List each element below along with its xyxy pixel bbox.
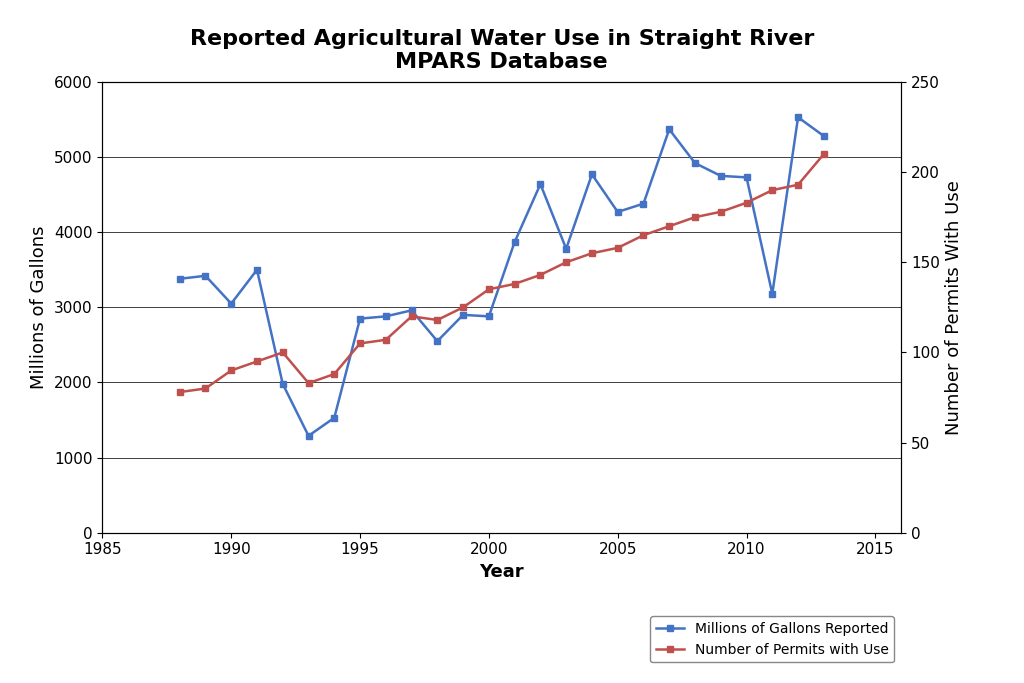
Number of Permits with Use [173, 388, 185, 396]
Millions of Gallons Reported [689, 159, 701, 167]
Millions of Gallons Reported [251, 266, 263, 274]
Millions of Gallons Reported [792, 113, 804, 122]
Number of Permits with Use [715, 208, 727, 216]
Millions of Gallons Reported [406, 306, 418, 314]
X-axis label: Year: Year [479, 563, 524, 581]
Number of Permits with Use [792, 180, 804, 189]
Number of Permits with Use [251, 357, 263, 365]
Millions of Gallons Reported [715, 172, 727, 180]
Millions of Gallons Reported [637, 199, 649, 208]
Number of Permits with Use [431, 316, 443, 324]
Millions of Gallons Reported [664, 125, 676, 133]
Number of Permits with Use [766, 186, 778, 194]
Number of Permits with Use [611, 244, 624, 252]
Line: Millions of Gallons Reported: Millions of Gallons Reported [176, 114, 827, 439]
Number of Permits with Use [354, 339, 367, 348]
Number of Permits with Use [586, 249, 598, 257]
Line: Number of Permits with Use: Number of Permits with Use [176, 151, 827, 395]
Millions of Gallons Reported [611, 208, 624, 216]
Number of Permits with Use [380, 336, 392, 344]
Millions of Gallons Reported [586, 170, 598, 178]
Millions of Gallons Reported [380, 312, 392, 320]
Millions of Gallons Reported [276, 380, 289, 388]
Millions of Gallons Reported [302, 432, 314, 440]
Millions of Gallons Reported [766, 290, 778, 298]
Number of Permits with Use [560, 258, 572, 266]
Number of Permits with Use [302, 379, 314, 387]
Number of Permits with Use [406, 312, 418, 320]
Millions of Gallons Reported [225, 300, 238, 308]
Millions of Gallons Reported [200, 272, 212, 280]
Millions of Gallons Reported [173, 275, 185, 283]
Millions of Gallons Reported [818, 132, 830, 140]
Millions of Gallons Reported [509, 238, 521, 246]
Millions of Gallons Reported [482, 312, 495, 320]
Millions of Gallons Reported [431, 337, 443, 345]
Millions of Gallons Reported [354, 314, 367, 323]
Number of Permits with Use [225, 366, 238, 374]
Number of Permits with Use [200, 385, 212, 393]
Millions of Gallons Reported [560, 245, 572, 253]
Number of Permits with Use [482, 285, 495, 294]
Number of Permits with Use [740, 199, 753, 207]
Y-axis label: Number of Permits With Use: Number of Permits With Use [945, 180, 964, 435]
Number of Permits with Use [818, 150, 830, 158]
Number of Permits with Use [535, 270, 547, 279]
Legend: Millions of Gallons Reported, Number of Permits with Use: Millions of Gallons Reported, Number of … [650, 616, 894, 663]
Millions of Gallons Reported [457, 311, 469, 319]
Number of Permits with Use [457, 303, 469, 311]
Millions of Gallons Reported [740, 173, 753, 182]
Number of Permits with Use [689, 213, 701, 221]
Number of Permits with Use [328, 370, 340, 378]
Y-axis label: Millions of Gallons: Millions of Gallons [31, 225, 48, 389]
Millions of Gallons Reported [535, 180, 547, 189]
Number of Permits with Use [637, 231, 649, 239]
Number of Permits with Use [276, 348, 289, 357]
Number of Permits with Use [509, 280, 521, 288]
Millions of Gallons Reported [328, 414, 340, 422]
Title: Reported Agricultural Water Use in Straight River
MPARS Database: Reported Agricultural Water Use in Strai… [189, 29, 814, 72]
Number of Permits with Use [664, 222, 676, 230]
